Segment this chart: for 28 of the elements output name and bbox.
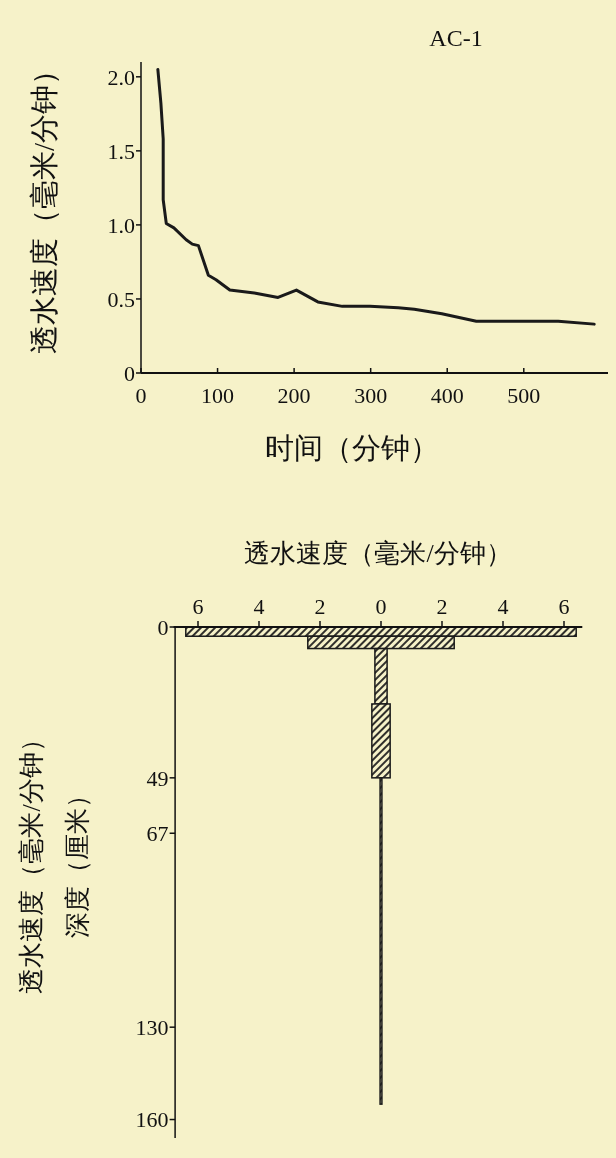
y-tick-label: 160 (135, 1107, 169, 1133)
y-tick-label: 2.0 (107, 64, 135, 90)
y-tick-label: 67 (146, 820, 169, 846)
y-tick-label: 0 (124, 360, 135, 386)
x-tick-label: 2 (314, 594, 326, 619)
x-tick-label: 4 (497, 594, 509, 619)
y-tick-label: 1.5 (107, 138, 135, 164)
y-tick-label: 49 (146, 765, 169, 791)
x-tick-label: 500 (507, 383, 541, 408)
y-axis-title: 透水速度（毫米/分钟） (28, 55, 60, 355)
x-tick-label: 0 (375, 594, 387, 619)
x-tick-label: 300 (354, 383, 388, 408)
y-axis-title: 透水速度（毫米/分钟）深度（厘米） (17, 726, 92, 994)
y-tick-label: 130 (135, 1014, 169, 1040)
x-tick-label: 100 (201, 383, 235, 408)
y-tick-label: 1.0 (107, 212, 135, 238)
x-axis-title: 透水速度（毫米/分钟） (244, 539, 512, 568)
x-tick-label: 200 (277, 383, 311, 408)
chart-title: AC-1 (429, 25, 483, 51)
x-axis-title: 时间（分钟） (265, 432, 439, 464)
x-tick-label: 6 (192, 594, 204, 619)
y-tick-label: 0 (157, 614, 169, 640)
y-tick-label: 0.5 (107, 286, 135, 312)
x-tick-label: 400 (430, 383, 464, 408)
line-series (156, 67, 596, 326)
x-tick-label: 2 (436, 594, 448, 619)
x-tick-label: 4 (253, 594, 265, 619)
x-tick-label: 6 (558, 594, 570, 619)
